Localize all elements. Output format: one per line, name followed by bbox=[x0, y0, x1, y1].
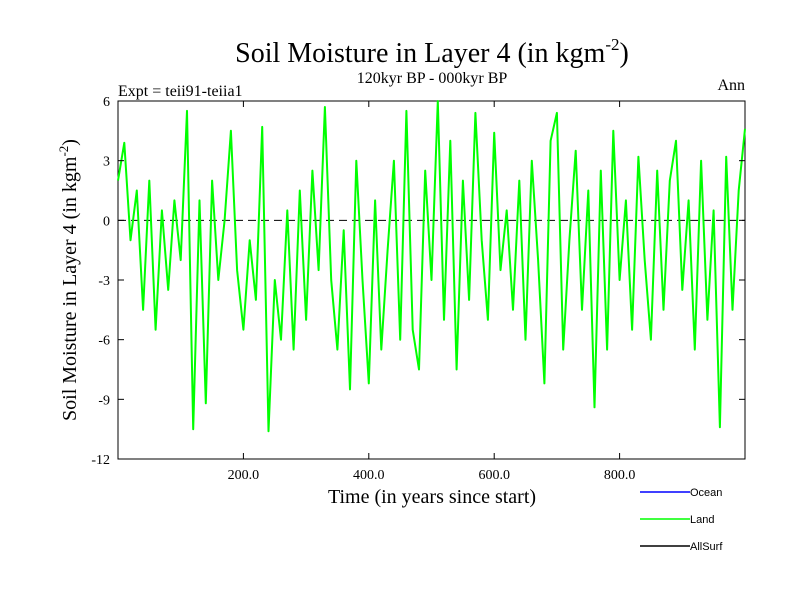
series-line-land bbox=[117, 100, 746, 433]
y-axis: -12 -9 -6 -3 0 3 6 bbox=[91, 95, 745, 468]
y-tick-label: 3 bbox=[103, 155, 110, 170]
x-tick-label: 600.0 bbox=[478, 468, 510, 483]
chart-title-main: Soil Moisture in Layer 4 (in kgm bbox=[235, 38, 605, 69]
x-tick-label: 200.0 bbox=[228, 468, 260, 483]
y-tick-label: -3 bbox=[98, 274, 110, 289]
y-tick-label: -12 bbox=[91, 453, 110, 468]
legend-label-land: Land bbox=[690, 514, 714, 526]
chart-subtitle: 120kyr BP - 000kyr BP bbox=[357, 70, 508, 87]
chart-title-superscript: -2 bbox=[605, 35, 619, 54]
experiment-label: Expt = teii91-teiia1 bbox=[118, 83, 243, 100]
y-axis-label-superscript: -2 bbox=[56, 146, 71, 157]
y-axis-label-close: ) bbox=[59, 139, 81, 146]
x-axis-label: Time (in years since start) bbox=[328, 486, 536, 508]
x-tick-label: 400.0 bbox=[353, 468, 385, 483]
chart-title: Soil Moisture in Layer 4 (in kgm-2) bbox=[235, 35, 629, 69]
y-axis-label-main: Soil Moisture in Layer 4 (in kgm bbox=[59, 156, 81, 421]
legend: Ocean Land AllSurf bbox=[640, 487, 723, 553]
x-tick-label: 800.0 bbox=[604, 468, 636, 483]
legend-label-allsurf: AllSurf bbox=[690, 541, 723, 553]
y-tick-label: -6 bbox=[98, 334, 110, 349]
legend-label-ocean: Ocean bbox=[690, 487, 722, 499]
y-tick-label: -9 bbox=[98, 393, 110, 408]
period-label: Ann bbox=[717, 77, 745, 94]
chart-title-close: ) bbox=[620, 38, 629, 69]
x-axis: 200.0 400.0 600.0 800.0 bbox=[228, 101, 636, 483]
series-group bbox=[117, 100, 746, 433]
y-axis-label: Soil Moisture in Layer 4 (in kgm-2) bbox=[56, 139, 81, 421]
y-tick-label: 0 bbox=[103, 214, 110, 229]
y-tick-label: 6 bbox=[103, 95, 110, 110]
